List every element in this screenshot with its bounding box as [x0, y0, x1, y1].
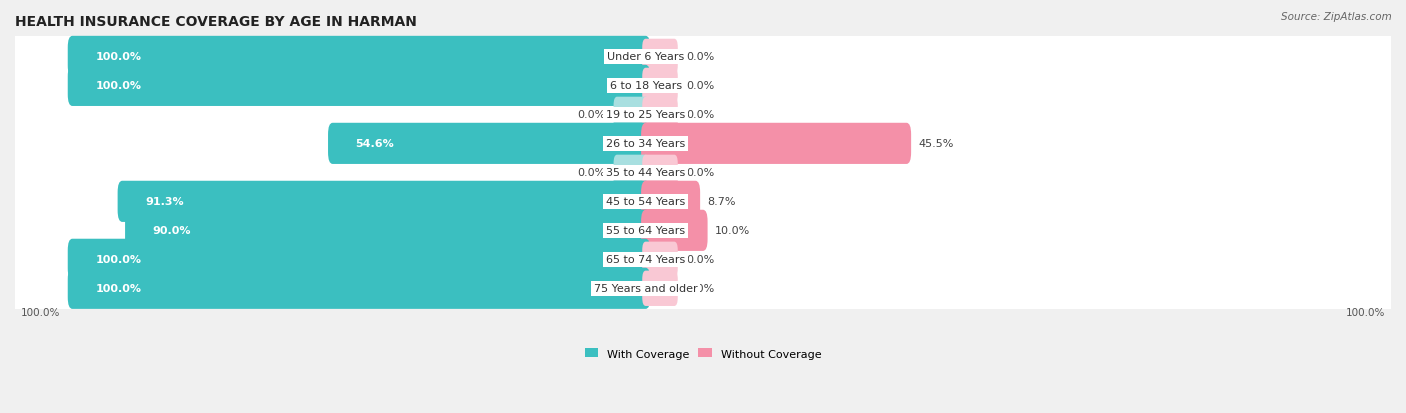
Text: Source: ZipAtlas.com: Source: ZipAtlas.com: [1281, 12, 1392, 22]
Text: 100.0%: 100.0%: [1346, 307, 1385, 317]
Text: Under 6 Years: Under 6 Years: [607, 52, 685, 62]
FancyBboxPatch shape: [643, 242, 678, 277]
FancyBboxPatch shape: [14, 59, 1392, 114]
FancyBboxPatch shape: [643, 97, 678, 133]
FancyBboxPatch shape: [14, 203, 1392, 258]
Text: 45.5%: 45.5%: [918, 139, 953, 149]
Text: 0.0%: 0.0%: [686, 255, 714, 265]
Text: 0.0%: 0.0%: [686, 81, 714, 91]
Text: 45 to 54 Years: 45 to 54 Years: [606, 197, 685, 207]
Text: 100.0%: 100.0%: [96, 284, 141, 294]
FancyBboxPatch shape: [14, 116, 1392, 171]
FancyBboxPatch shape: [643, 271, 678, 306]
Text: 100.0%: 100.0%: [96, 81, 141, 91]
FancyBboxPatch shape: [125, 210, 650, 251]
FancyBboxPatch shape: [641, 123, 911, 164]
Text: 100.0%: 100.0%: [96, 255, 141, 265]
Text: 55 to 64 Years: 55 to 64 Years: [606, 226, 685, 236]
Text: 75 Years and older: 75 Years and older: [593, 284, 697, 294]
Text: 8.7%: 8.7%: [707, 197, 735, 207]
FancyBboxPatch shape: [14, 30, 1392, 85]
FancyBboxPatch shape: [14, 261, 1392, 316]
FancyBboxPatch shape: [641, 181, 700, 222]
FancyBboxPatch shape: [328, 123, 650, 164]
FancyBboxPatch shape: [641, 210, 707, 251]
Text: 100.0%: 100.0%: [21, 307, 60, 317]
Text: 0.0%: 0.0%: [686, 52, 714, 62]
Text: 0.0%: 0.0%: [686, 168, 714, 178]
FancyBboxPatch shape: [67, 37, 650, 78]
FancyBboxPatch shape: [613, 97, 650, 133]
Text: 19 to 25 Years: 19 to 25 Years: [606, 110, 685, 120]
Text: 65 to 74 Years: 65 to 74 Years: [606, 255, 685, 265]
Text: 90.0%: 90.0%: [153, 226, 191, 236]
Text: 54.6%: 54.6%: [356, 139, 394, 149]
Text: 0.0%: 0.0%: [578, 168, 606, 178]
FancyBboxPatch shape: [14, 232, 1392, 287]
FancyBboxPatch shape: [14, 88, 1392, 142]
Text: 10.0%: 10.0%: [714, 226, 749, 236]
Text: 35 to 44 Years: 35 to 44 Years: [606, 168, 685, 178]
Text: 100.0%: 100.0%: [96, 52, 141, 62]
FancyBboxPatch shape: [643, 155, 678, 190]
FancyBboxPatch shape: [67, 239, 650, 280]
Text: 6 to 18 Years: 6 to 18 Years: [610, 81, 682, 91]
FancyBboxPatch shape: [643, 69, 678, 104]
Text: 0.0%: 0.0%: [686, 110, 714, 120]
FancyBboxPatch shape: [67, 268, 650, 309]
Text: 0.0%: 0.0%: [686, 284, 714, 294]
Text: 0.0%: 0.0%: [578, 110, 606, 120]
FancyBboxPatch shape: [643, 40, 678, 75]
Legend: With Coverage, Without Coverage: With Coverage, Without Coverage: [581, 344, 825, 363]
FancyBboxPatch shape: [118, 181, 650, 222]
FancyBboxPatch shape: [14, 145, 1392, 200]
Text: 26 to 34 Years: 26 to 34 Years: [606, 139, 685, 149]
Text: HEALTH INSURANCE COVERAGE BY AGE IN HARMAN: HEALTH INSURANCE COVERAGE BY AGE IN HARM…: [15, 15, 416, 29]
Text: 91.3%: 91.3%: [145, 197, 184, 207]
FancyBboxPatch shape: [613, 155, 650, 190]
FancyBboxPatch shape: [67, 66, 650, 107]
FancyBboxPatch shape: [14, 174, 1392, 229]
